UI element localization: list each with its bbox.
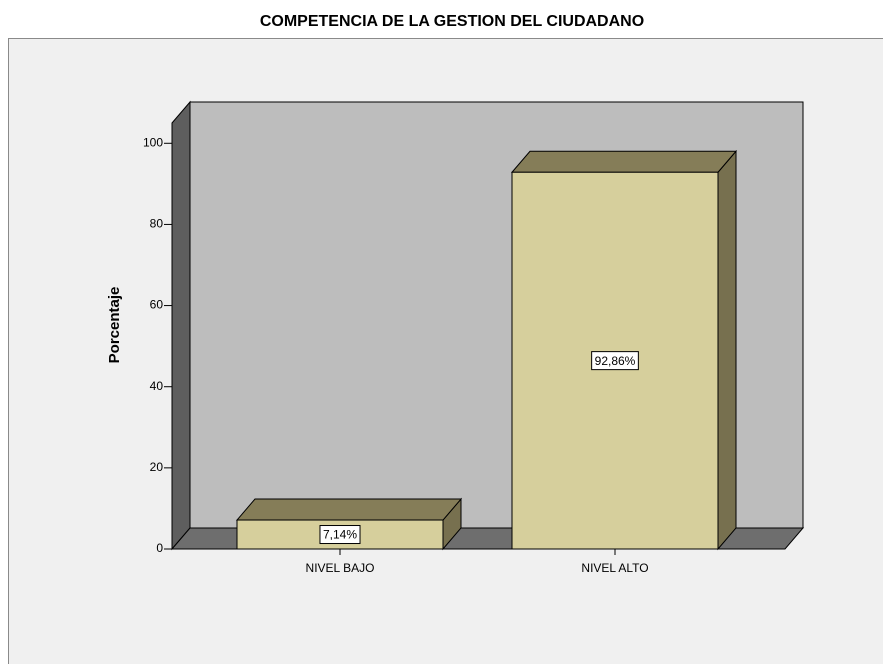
x-tick-label: NIVEL BAJO [306,561,375,575]
bar-top [235,498,463,521]
y-tick-label: 60 [150,298,164,312]
y-tick-label: 0 [156,541,163,555]
bar-side [717,149,737,551]
left-wall [171,100,191,551]
value-label-box [591,351,639,371]
value-label: 92,86% [595,354,636,368]
y-tick-label: 80 [150,217,164,231]
value-label: 7,14% [323,528,357,542]
x-tick-label: NIVEL ALTO [581,561,648,575]
y-tick-label: 100 [143,135,163,149]
value-label-box [319,525,361,545]
y-tick-label: 20 [150,460,164,474]
y-tick-label: 40 [150,379,164,393]
chart-title: COMPETENCIA DE LA GESTION DEL CIUDADANO [260,13,644,30]
bar-top [510,150,738,173]
y-axis-label: Porcentaje [106,287,123,364]
